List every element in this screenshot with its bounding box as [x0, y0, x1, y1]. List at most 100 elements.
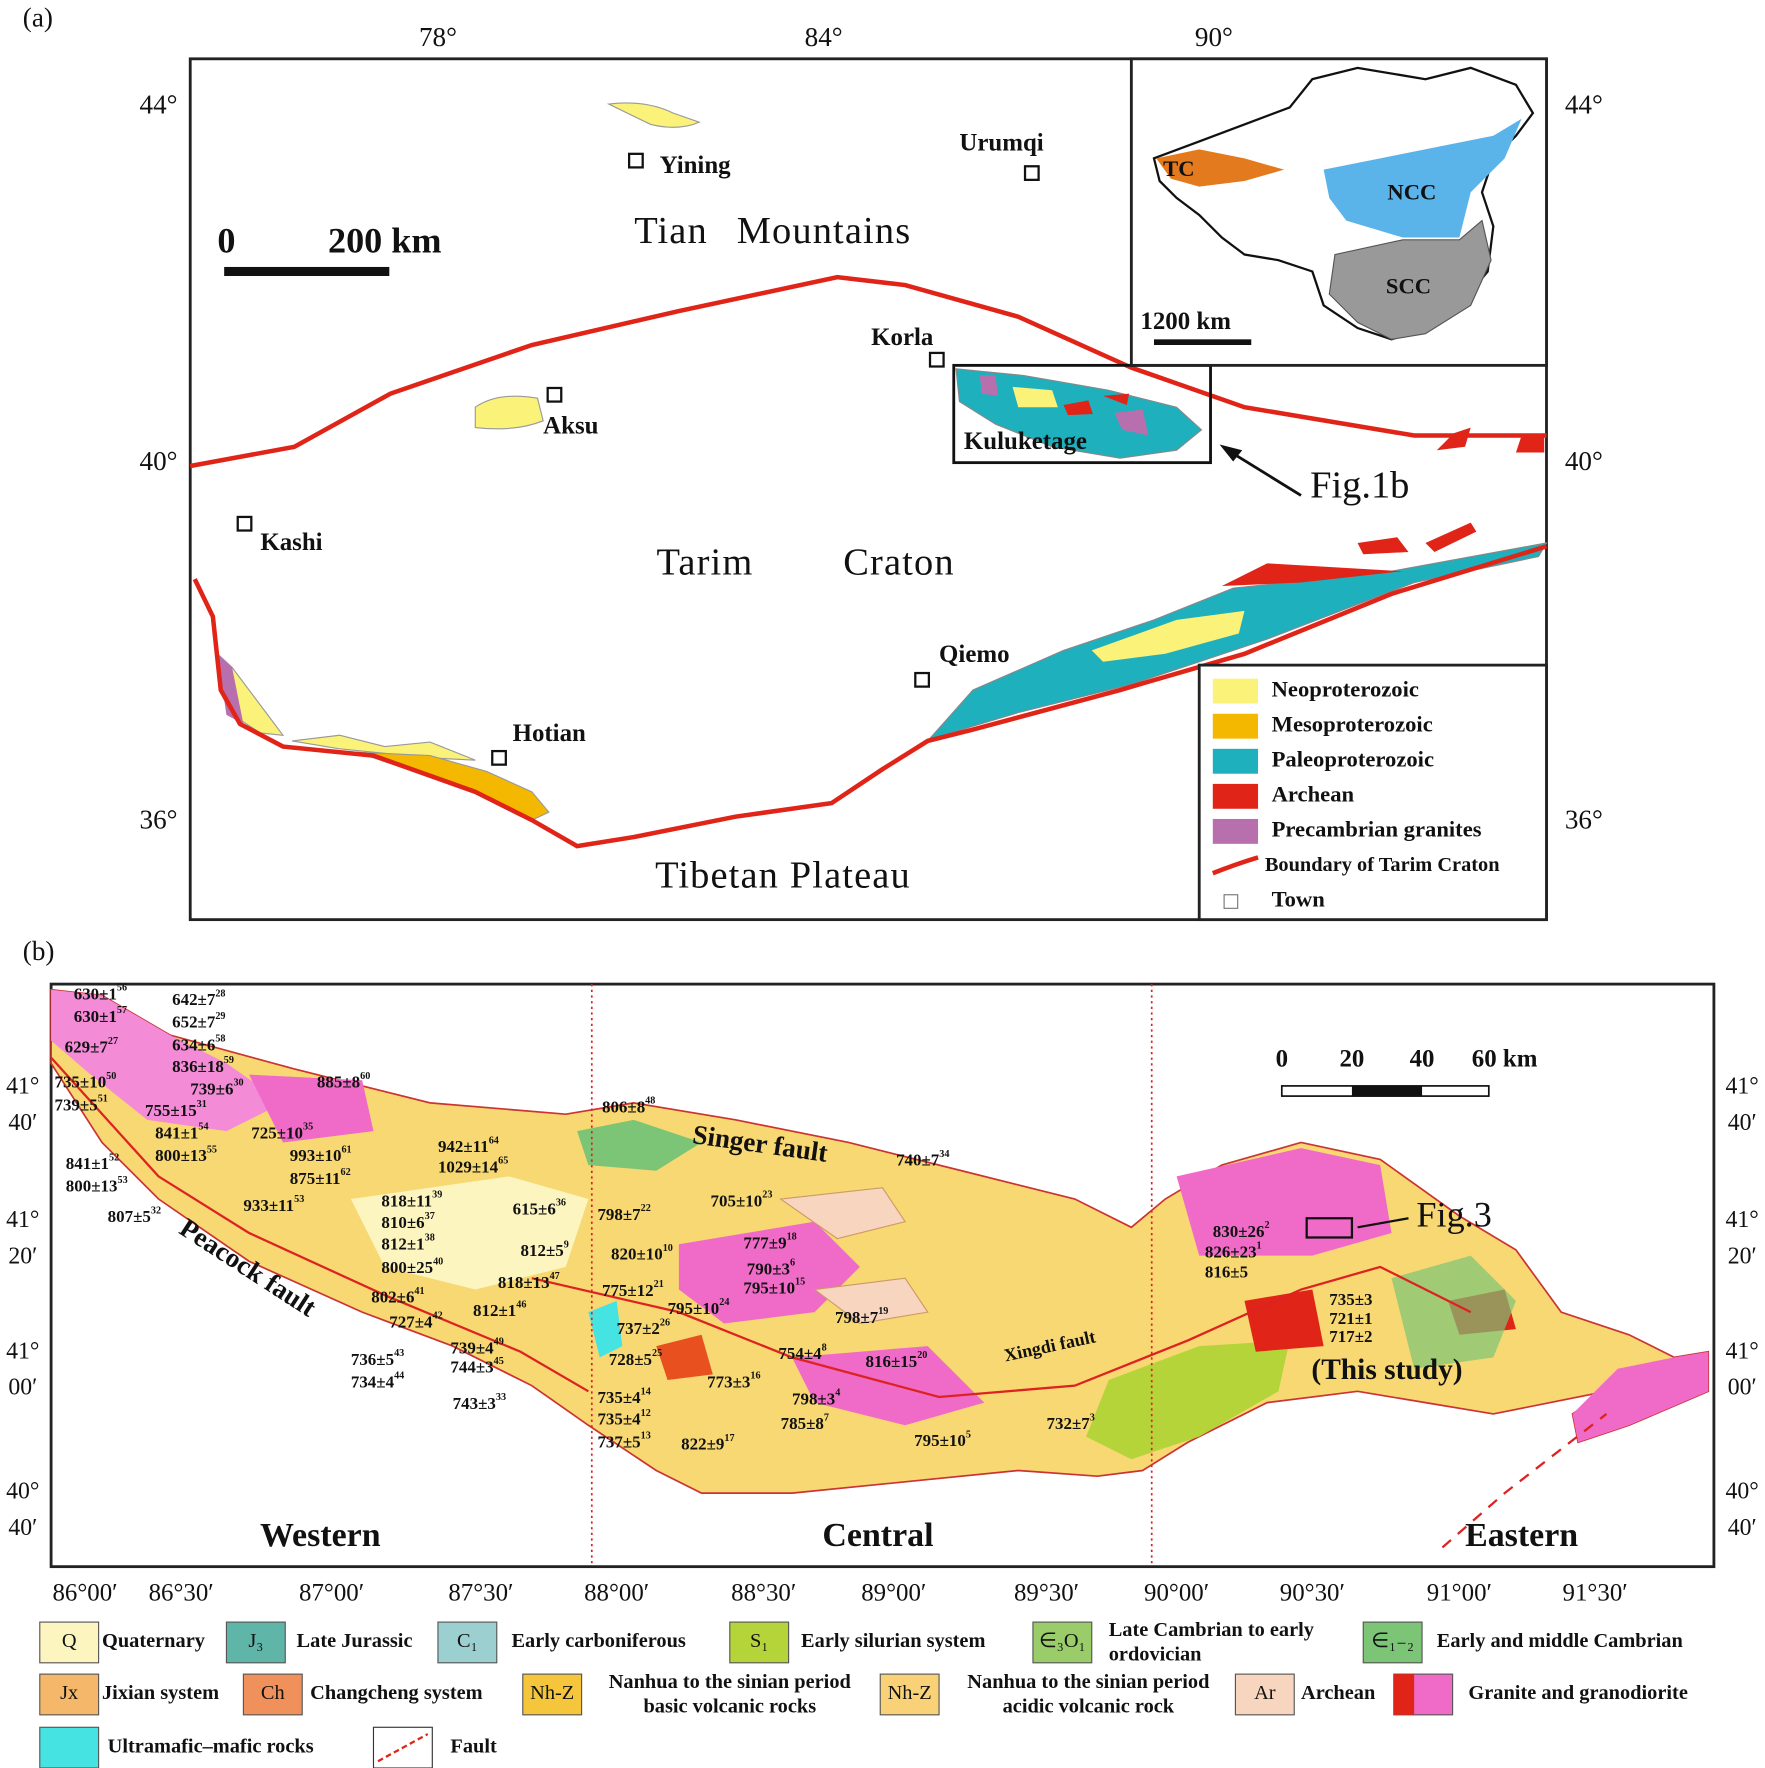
age-label: 885±860 — [317, 1071, 370, 1091]
age-reference: 12 — [641, 1408, 651, 1419]
age-reference: 41 — [414, 1286, 424, 1297]
latitude-label: 20′ — [1728, 1243, 1757, 1269]
age-value: 795±10 — [743, 1278, 795, 1297]
xingdi-fault — [531, 1265, 1472, 1399]
age-reference: 5 — [966, 1430, 971, 1441]
town-marker — [236, 515, 253, 532]
age-label: 822±917 — [681, 1433, 734, 1453]
age-label: 630±157 — [74, 1006, 127, 1026]
scale-bar — [1280, 1085, 1490, 1097]
longitude-label: 86°00′ — [52, 1580, 117, 1607]
age-value: 800±13 — [66, 1177, 118, 1196]
age-reference: 51 — [98, 1094, 108, 1105]
scale-bar — [224, 266, 390, 277]
age-label: 737±513 — [597, 1431, 650, 1451]
granite — [217, 653, 244, 724]
legend-symbol: J₃ — [248, 1630, 263, 1652]
legend-label: Archean — [1301, 1682, 1376, 1704]
age-value: 739±6 — [190, 1079, 233, 1098]
latitude-label: 40° — [1726, 1479, 1759, 1505]
age-value: 885±8 — [317, 1073, 360, 1092]
age-reference: 56 — [117, 983, 127, 994]
age-label: 744±345 — [450, 1356, 503, 1376]
longitude-label: 90°30′ — [1280, 1580, 1345, 1607]
legend-swatch — [879, 1673, 940, 1716]
town-label: Yining — [660, 152, 732, 179]
age-reference: 65 — [498, 1156, 508, 1167]
age-label: 798±34 — [792, 1388, 840, 1408]
age-value: 739±4 — [450, 1338, 494, 1357]
age-label: 806±848 — [602, 1096, 655, 1116]
age-label: 737±226 — [617, 1318, 670, 1338]
age-label: 807±532 — [108, 1206, 161, 1226]
age-reference: 53 — [117, 1175, 127, 1186]
archean — [1357, 427, 1545, 555]
age-value: 615±6 — [513, 1199, 556, 1218]
ultramafic-area — [588, 1300, 623, 1358]
age-value: 735±3 — [1329, 1290, 1372, 1309]
age-label: 739±449 — [450, 1337, 503, 1357]
age-reference: 60 — [360, 1071, 370, 1082]
tc-block — [1156, 149, 1285, 187]
granite-area — [792, 1346, 985, 1426]
town-label: Korla — [871, 324, 934, 351]
granite-area — [1572, 1351, 1709, 1443]
granite — [1114, 409, 1149, 436]
block-label: TC — [1163, 156, 1194, 181]
legend-label: Early silurian system — [801, 1630, 985, 1652]
age-reference: 57 — [117, 1006, 127, 1017]
scale-label: 0 — [217, 221, 235, 261]
age-reference: 43 — [394, 1348, 404, 1359]
legend-swatch-part — [1393, 1674, 1415, 1715]
age-value: 790±3 — [747, 1259, 790, 1278]
scale-label: 0 — [1276, 1046, 1288, 1073]
legend-label: basic volcanic rocks — [643, 1696, 816, 1718]
age-value: 836±18 — [172, 1057, 224, 1076]
age-value: 806±8 — [602, 1097, 645, 1116]
longitude-label: 90°00′ — [1144, 1580, 1209, 1607]
age-label: 1029±1465 — [438, 1156, 508, 1176]
age-label: 775±1221 — [602, 1279, 664, 1299]
age-value: 652±7 — [172, 1013, 216, 1032]
age-label: 812±146 — [473, 1300, 526, 1320]
age-reference: 61 — [341, 1145, 351, 1156]
age-reference: 39 — [432, 1190, 442, 1201]
legend-symbol: Ch — [261, 1682, 285, 1704]
age-reference: 28 — [215, 989, 225, 1000]
study-label: (This study) — [1311, 1354, 1462, 1386]
age-label: 875±1162 — [290, 1167, 351, 1187]
age-label: 820±1010 — [611, 1243, 673, 1263]
age-value: 800±13 — [155, 1146, 207, 1165]
section-label: Central — [822, 1517, 933, 1554]
latitude-label: 20′ — [8, 1243, 37, 1269]
age-value: 795±10 — [668, 1299, 720, 1318]
longitude-label: 78° — [419, 22, 457, 52]
age-label: 727±442 — [389, 1311, 442, 1331]
callout-label: Fig.3 — [1416, 1195, 1491, 1235]
legend-label: Jixian system — [102, 1682, 219, 1704]
scale-label: 60 km — [1472, 1046, 1538, 1073]
age-label: 735±414 — [597, 1387, 650, 1407]
town-marker — [627, 152, 644, 169]
age-reference: 64 — [489, 1136, 499, 1147]
region-label: Tarim Craton — [656, 541, 954, 583]
legend-swatch — [242, 1673, 303, 1716]
age-label: 728±525 — [609, 1348, 662, 1368]
age-reference: 30 — [233, 1078, 243, 1089]
age-value: 812±5 — [521, 1241, 564, 1260]
age-label: 735±412 — [597, 1408, 650, 1428]
age-value: 830±26 — [1213, 1222, 1265, 1241]
legend-label: Nanhua to the sinian period — [609, 1671, 852, 1693]
legend-swatch — [1032, 1621, 1093, 1664]
age-label: 812±138 — [381, 1233, 434, 1253]
legend-label: Late Cambrian to early — [1109, 1619, 1314, 1641]
age-label: 732±73 — [1047, 1413, 1095, 1433]
latitude-label: 41° — [6, 1207, 39, 1233]
town-marker — [914, 671, 931, 688]
age-reference: 55 — [207, 1145, 217, 1156]
legend-swatch — [39, 1621, 100, 1664]
legend-swatch — [39, 1673, 100, 1716]
neoproterozoic — [606, 102, 701, 128]
age-reference: 21 — [654, 1279, 664, 1290]
age-label: 755±1531 — [145, 1099, 207, 1119]
